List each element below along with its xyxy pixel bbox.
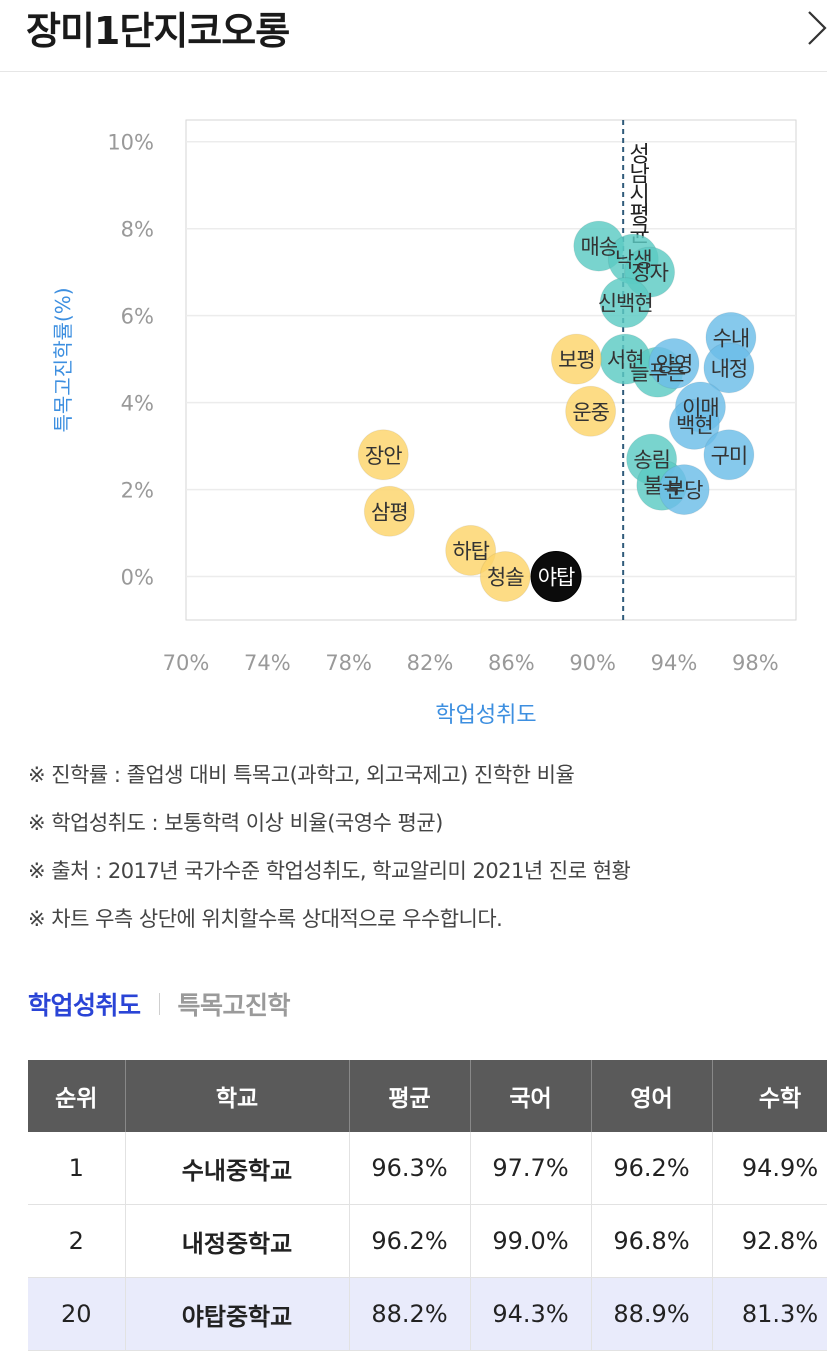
scatter-chart: 10% 8% 6% 4% 2% 0% 70% 74% 78% 82% 86% 90% 94% 98% 학업성… [0, 110, 827, 730]
tab-special-school[interactable]: 특목고진학 [177, 991, 291, 1020]
scatter-point [599, 277, 651, 329]
scatter-point [479, 551, 531, 603]
cell-english: 96.2% [591, 1132, 713, 1205]
note-guide: ※ 차트 우측 상단에 위치할수록 상대적으로 우수합니다. [28, 907, 503, 931]
point-label: 보평 [558, 348, 595, 372]
point-label: 운중 [572, 400, 609, 424]
header-rank: 순위 [28, 1060, 126, 1132]
scatter-point [703, 429, 755, 481]
x-tick-label: 74% [244, 651, 291, 675]
point-label: 양영 [656, 352, 693, 376]
cell-rank: 1 [28, 1132, 126, 1205]
table-row[interactable]: 1 수내중학교 96.3% 97.7% 96.2% 94.9% [28, 1132, 827, 1205]
cell-average: 88.2% [349, 1277, 471, 1351]
plot-frame [185, 119, 797, 621]
scatter-point [658, 464, 710, 516]
header: 장미1단지코오롱 [0, 0, 827, 72]
scatter-point [357, 429, 409, 481]
header-korean: 국어 [470, 1060, 592, 1132]
point-label: 낙생 [615, 248, 652, 272]
cell-math: 94.9% [712, 1132, 827, 1205]
header-math: 수학 [712, 1060, 827, 1132]
point-label: 구미 [711, 444, 748, 468]
cell-school: 수내중학교 [125, 1132, 350, 1205]
table-header-row: 순위 학교 평균 국어 영어 수학 [28, 1060, 827, 1132]
cell-rank: 20 [28, 1277, 126, 1351]
header-english: 영어 [591, 1060, 713, 1132]
scatter-point [648, 337, 700, 389]
cell-korean: 94.3% [470, 1277, 592, 1351]
point-label: 서현 [607, 348, 644, 372]
point-label: 분당 [666, 479, 703, 503]
y-axis-label: 특목고진학률(%) [51, 287, 75, 432]
scatter-point [550, 333, 602, 385]
y-tick-label: 10% [107, 131, 154, 155]
chevron-right-icon [808, 11, 827, 45]
cell-english: 96.8% [591, 1204, 713, 1278]
cell-average: 96.2% [349, 1204, 471, 1278]
x-axis-label: 학업성취도 [435, 703, 536, 728]
point-label: 수내 [713, 326, 750, 350]
cell-english: 88.9% [591, 1277, 713, 1351]
table-row[interactable]: 2 내정중학교 96.2% 99.0% 96.8% 92.8% [28, 1204, 827, 1278]
cell-school: 야탑중학교 [125, 1277, 350, 1351]
page-title: 장미1단지코오롱 [26, 9, 290, 53]
scatter-point [363, 485, 415, 537]
ranking-table: 순위 학교 평균 국어 영어 수학 1 수내중학교 96.3% 97.7% 96… [28, 1060, 827, 1351]
cell-average: 96.3% [349, 1132, 471, 1205]
y-tick-label: 0% [121, 566, 154, 590]
point-label: 청솔 [487, 566, 524, 590]
scatter-chart-svg: 10% 8% 6% 4% 2% 0% 70% 74% 78% 82% 86% 90% 94% 98% 학업성… [51, 119, 797, 728]
x-tick-label: 78% [325, 651, 372, 675]
x-tick-label: 94% [651, 651, 698, 675]
header-average: 평균 [349, 1060, 471, 1132]
cell-school: 내정중학교 [125, 1204, 350, 1278]
x-tick-label: 70% [163, 651, 210, 675]
note-achievement: ※ 학업성취도 : 보통학력 이상 비율(국영수 평균) [28, 811, 443, 835]
y-tick-label: 6% [121, 305, 154, 329]
point-label: 하탑 [452, 539, 489, 563]
cell-korean: 97.7% [470, 1132, 592, 1205]
point-label: 매송 [580, 235, 617, 259]
tab-achievement[interactable]: 학업성취도 [28, 991, 141, 1020]
point-label: 송림 [633, 448, 670, 472]
cell-korean: 99.0% [470, 1204, 592, 1278]
x-tick-label: 90% [569, 651, 616, 675]
scatter-point [530, 551, 582, 603]
note-rate: ※ 진학률 : 졸업생 대비 특목고(과학고, 외고국제고) 진학한 비율 [28, 763, 575, 787]
point-label: 신백현 [598, 292, 653, 316]
x-tick-label: 86% [488, 651, 535, 675]
point-label: 장안 [365, 444, 402, 468]
y-tick-label: 2% [121, 479, 154, 503]
point-label: 이매 [682, 396, 719, 420]
scatter-point [668, 398, 720, 450]
point-label: 정자 [631, 261, 668, 285]
x-tick-label: 98% [732, 651, 779, 675]
cell-math: 81.3% [712, 1277, 827, 1351]
y-tick-label: 8% [121, 218, 154, 242]
table-row-current-school[interactable]: 20 야탑중학교 88.2% 94.3% 88.9% 81.3% [28, 1277, 827, 1351]
chevron-right-button[interactable] [799, 8, 827, 48]
note-source: ※ 출처 : 2017년 국가수준 학업성취도, 학교알리미 2021년 진로 … [28, 859, 631, 883]
cell-math: 92.8% [712, 1204, 827, 1278]
point-label: 야탑 [538, 566, 575, 590]
point-label: 삼평 [371, 500, 408, 524]
y-tick-label: 4% [121, 392, 154, 416]
x-tick-label: 82% [407, 651, 454, 675]
point-label: 불곡 [643, 474, 680, 498]
header-school: 학교 [125, 1060, 350, 1132]
notes: ※ 진학률 : 졸업생 대비 특목고(과학고, 외고국제고) 진학한 비율 ※ … [28, 762, 818, 954]
scatter-point [445, 524, 497, 576]
scatter-point [565, 385, 617, 437]
point-label: 내정 [711, 357, 748, 381]
point-label: 늘푸른 [630, 361, 686, 385]
cell-rank: 2 [28, 1204, 126, 1278]
tab-divider [158, 993, 160, 1015]
scatter-point [703, 342, 755, 394]
tab-bar: 학업성취도 특목고진학 [28, 986, 291, 1022]
reference-line-label: 성남시평균 [625, 142, 650, 243]
point-label: 백현 [676, 413, 713, 437]
